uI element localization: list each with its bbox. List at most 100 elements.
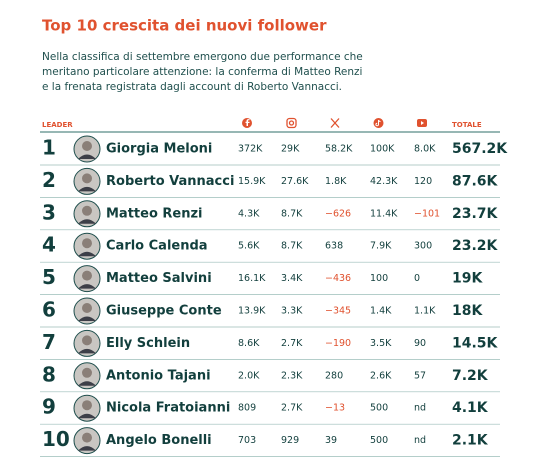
photo-head xyxy=(82,173,92,184)
platform-value: 100K xyxy=(370,144,395,155)
rank: 7 xyxy=(42,330,56,354)
rank: 9 xyxy=(42,395,56,419)
platform-value: 372K xyxy=(238,144,263,155)
platform-value: 5.6K xyxy=(238,241,260,252)
photo-body xyxy=(78,186,96,192)
photo-body xyxy=(78,154,96,159)
photo-head xyxy=(82,270,92,281)
platform-value: 3.3K xyxy=(281,306,303,317)
platform-value: 500 xyxy=(370,403,388,414)
platform-value: −101 xyxy=(414,208,440,219)
platform-value: 809 xyxy=(238,403,256,414)
platform-value: −13 xyxy=(325,403,345,414)
leader-name: Carlo Calenda xyxy=(106,239,208,254)
rank: 10 xyxy=(42,427,70,451)
photo-head xyxy=(82,400,92,411)
platform-value: 29K xyxy=(281,144,300,155)
platform-value: 120 xyxy=(414,176,432,187)
total: 23.2K xyxy=(452,238,499,254)
platform-value: 280 xyxy=(325,370,343,381)
platform-value: 2.7K xyxy=(281,338,303,349)
leader-name: Matteo Salvini xyxy=(106,271,212,286)
photo-body xyxy=(78,413,96,419)
leader-name: Roberto Vannacci xyxy=(106,174,234,189)
youtube-icon xyxy=(417,119,427,127)
platform-value: 929 xyxy=(281,435,299,446)
total: 567.2K xyxy=(452,141,508,157)
rank: 6 xyxy=(42,298,56,322)
photo-head xyxy=(82,205,92,216)
total: 23.7K xyxy=(452,206,499,222)
platform-value: 2.0K xyxy=(238,370,260,381)
platform-value: 7.9K xyxy=(370,241,392,252)
leader-name: Antonio Tajani xyxy=(106,368,211,383)
platform-value: 703 xyxy=(238,435,256,446)
platform-value: 42.3K xyxy=(370,176,398,187)
subtitle-line: meritano particolare attenzione: la conf… xyxy=(42,66,362,78)
platform-value: 300 xyxy=(414,241,432,252)
column-header: TOTALE xyxy=(452,121,482,129)
column-header: LEADER xyxy=(42,121,73,129)
platform-value: 11.4K xyxy=(370,208,398,219)
photo-head xyxy=(82,238,92,249)
platform-value: 13.9K xyxy=(238,306,266,317)
platform-value: 90 xyxy=(414,338,426,349)
photo-head xyxy=(82,367,92,378)
total: 7.2K xyxy=(452,368,489,384)
platform-value: 8.7K xyxy=(281,208,303,219)
x-icon xyxy=(330,118,340,128)
platform-value: 39 xyxy=(325,435,337,446)
photo-body xyxy=(78,348,96,354)
platform-value: 57 xyxy=(414,370,426,381)
platform-value: 15.9K xyxy=(238,176,266,187)
instagram-icon xyxy=(286,117,297,129)
photo-head xyxy=(82,432,92,443)
total: 14.5K xyxy=(452,335,499,351)
photo-body xyxy=(78,316,96,321)
platform-value: 500 xyxy=(370,435,388,446)
title: Top 10 crescita dei nuovi follower xyxy=(42,17,327,35)
table-body: 1 Giorgia Meloni 372K 29K 58.2K 100K 8.0K 567.2… xyxy=(40,135,508,457)
platform-value: 2.3K xyxy=(281,370,303,381)
photo-body xyxy=(78,381,96,386)
photo-head xyxy=(82,141,92,151)
rank: 2 xyxy=(42,168,56,192)
platform-value: −626 xyxy=(325,208,351,219)
photo-body xyxy=(78,219,96,224)
platform-value: 100 xyxy=(370,273,388,284)
subtitle-line: e la frenata registrata dagli account di… xyxy=(42,81,342,93)
facebook-icon xyxy=(242,118,252,128)
platform-value: 27.6K xyxy=(281,176,309,187)
platform-value: 58.2K xyxy=(325,144,353,155)
rank: 5 xyxy=(42,265,56,289)
total: 19K xyxy=(452,271,483,287)
photo-head xyxy=(82,303,92,313)
platform-value: 1.4K xyxy=(370,306,392,317)
platform-value: 0 xyxy=(414,273,420,284)
leader-name: Giorgia Meloni xyxy=(106,142,212,157)
platform-value: 3.5K xyxy=(370,338,392,349)
rank: 1 xyxy=(42,136,56,160)
photo-body xyxy=(78,251,96,257)
tiktok-icon xyxy=(373,118,384,128)
leader-name: Angelo Bonelli xyxy=(106,433,212,448)
platform-value: 3.4K xyxy=(281,273,303,284)
photo-body xyxy=(78,446,96,451)
total: 2.1K xyxy=(452,433,489,449)
total: 18K xyxy=(452,303,483,319)
rank: 3 xyxy=(42,200,56,224)
platform-value: 8.6K xyxy=(238,338,260,349)
platform-value: −190 xyxy=(325,338,351,349)
platform-value: 8.7K xyxy=(281,241,303,252)
total: 4.1K xyxy=(452,400,489,416)
platform-value: 638 xyxy=(325,241,343,252)
platform-value: nd xyxy=(414,403,426,414)
leader-name: Matteo Renzi xyxy=(106,206,203,221)
platform-value: 4.3K xyxy=(238,208,260,219)
leader-name: Giuseppe Conte xyxy=(106,304,222,319)
leader-name: Elly Schlein xyxy=(106,336,190,351)
leader-name: Nicola Fratoianni xyxy=(106,401,230,416)
platform-value: 2.6K xyxy=(370,370,392,381)
rank: 4 xyxy=(42,233,56,257)
